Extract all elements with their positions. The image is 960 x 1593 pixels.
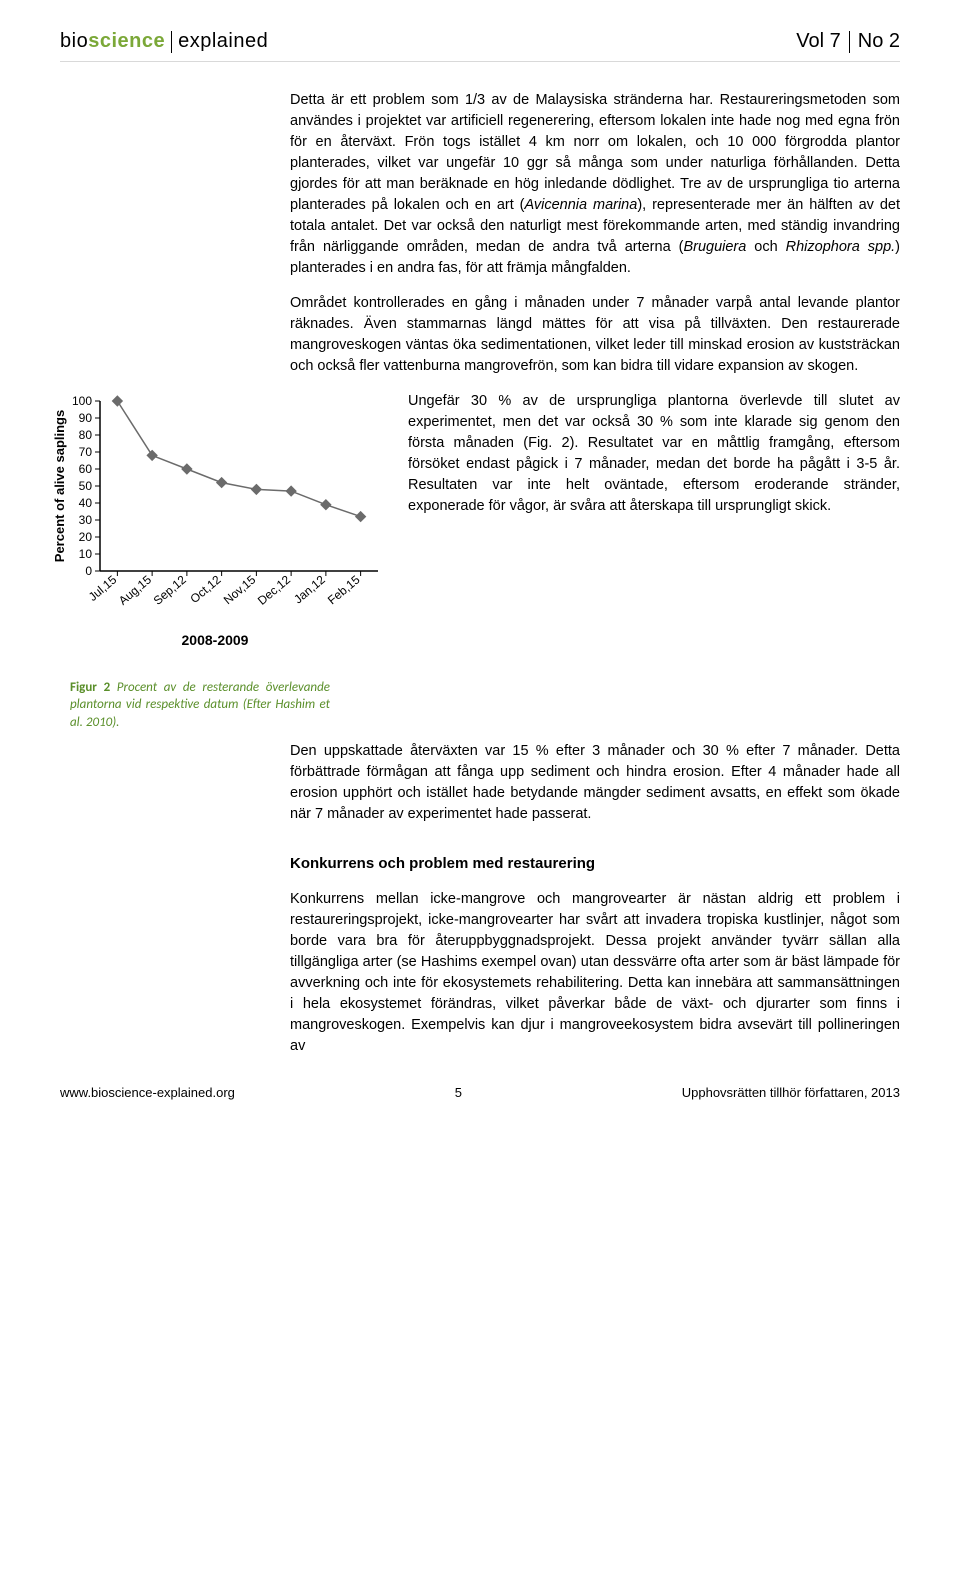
svg-text:Sep,12: Sep,12 <box>151 573 189 608</box>
svg-text:Nov,15: Nov,15 <box>221 573 259 608</box>
svg-text:100: 100 <box>72 394 92 408</box>
svg-text:30: 30 <box>79 513 93 527</box>
paragraph-2: Området kontrollerades en gång i månaden… <box>290 293 900 377</box>
volume-label: Vol 7 <box>796 30 840 53</box>
brand-separator <box>171 31 172 53</box>
issue-info: Vol 7 No 2 <box>796 30 900 53</box>
chart-period-label: 2008-2009 <box>50 630 380 650</box>
svg-text:60: 60 <box>79 462 93 476</box>
brand: bioscience explained <box>60 30 268 53</box>
footer-copy: Upphovsrätten tillhör författaren, 2013 <box>682 1085 900 1100</box>
paragraph-4: Den uppskattade återväxten var 15 % efte… <box>290 741 900 825</box>
svg-text:Jan,12: Jan,12 <box>291 573 328 607</box>
species-3: Rhizophora spp. <box>786 239 896 255</box>
species-2: Bruguiera <box>683 239 746 255</box>
svg-text:Dec,12: Dec,12 <box>255 573 293 608</box>
paragraph-5: Konkurrens mellan icke-mangrove och mang… <box>290 889 900 1057</box>
svg-text:0: 0 <box>85 564 92 578</box>
svg-text:40: 40 <box>79 496 93 510</box>
chart-wrap: 0 10 20 30 40 50 60 70 80 90 100 Percent of alive s… <box>50 391 380 650</box>
p1c-text: och <box>746 239 785 255</box>
svg-text:80: 80 <box>79 428 93 442</box>
content-area: Detta är ett problem som 1/3 av de Malay… <box>60 90 900 1057</box>
main-text: Detta är ett problem som 1/3 av de Malay… <box>290 90 900 1057</box>
svg-text:Aug,15: Aug,15 <box>116 573 154 608</box>
svg-text:Feb,15: Feb,15 <box>325 573 363 608</box>
svg-text:20: 20 <box>79 530 93 544</box>
footer-page: 5 <box>455 1085 462 1100</box>
svg-text:Percent of alive saplings: Percent of alive saplings <box>52 410 67 562</box>
chart-float: 0102030405060708090100Percent of alive s… <box>60 391 390 731</box>
svg-text:Oct,12: Oct,12 <box>187 573 223 607</box>
paragraph-1: Detta är ett problem som 1/3 av de Malay… <box>290 90 900 279</box>
p1-text: Detta är ett problem som 1/3 av de Malay… <box>290 92 900 213</box>
svg-text:90: 90 <box>79 411 93 425</box>
svg-text:10: 10 <box>79 547 93 561</box>
brand-bio: bio <box>60 30 88 53</box>
header-underline <box>60 61 900 62</box>
survival-chart: 0 10 20 30 40 50 60 70 80 90 100 Percent of alive s… <box>50 391 390 621</box>
figure-caption: Figur 2 Procent av de resterande överlev… <box>70 679 330 732</box>
species-1: Avicennia marina <box>524 197 637 213</box>
issue-separator <box>849 31 850 53</box>
svg-text:50: 50 <box>79 479 93 493</box>
brand-explained: explained <box>178 30 268 53</box>
brand-science: science <box>88 30 165 53</box>
page-footer: www.bioscience-explained.org 5 Upphovsrä… <box>60 1085 900 1100</box>
figure-number: Figur 2 <box>70 680 110 695</box>
number-label: No 2 <box>858 30 900 53</box>
section-heading: Konkurrens och problem med restaurering <box>290 853 900 875</box>
footer-url: www.bioscience-explained.org <box>60 1085 235 1100</box>
svg-text:70: 70 <box>79 445 93 459</box>
page-header: bioscience explained Vol 7 No 2 <box>60 30 900 53</box>
